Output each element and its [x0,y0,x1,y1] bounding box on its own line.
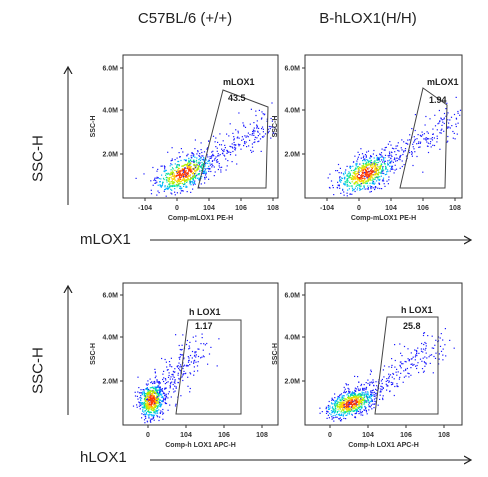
x-tick-label: 106 [400,432,412,439]
gate-name: mLOX1 [427,77,459,87]
x-tick-label: 108 [438,432,450,439]
x-axis-label: Comp-h LOX1 APC-H [165,442,236,449]
x-tick-label: 104 [203,205,215,212]
x-tick-label: 104 [385,205,397,212]
x-tick-label: -104 [320,205,334,212]
flow-panel-1: mLOX1 43.5 2.0M 4.0M 6.0M -104 0 104 106 108 Comp-… [90,54,279,222]
event-dots [135,102,277,197]
y-tick-label: 2.0M [284,152,300,159]
gate-polygon[interactable] [399,87,448,189]
gate-polygon[interactable] [175,319,242,415]
plot-frame [304,54,463,199]
x-tick-label: 108 [449,205,461,212]
y-axis-label: SSC-H [90,343,97,365]
y-axis-label: SSC-H [90,116,97,138]
gate-name: h LOX1 [401,305,433,315]
y-tick-label: 2.0M [102,379,118,386]
y-tick-label: 4.0M [102,335,118,342]
event-dots [132,333,220,424]
x-tick-label: 104 [180,432,192,439]
y-tick-label: 2.0M [102,152,118,159]
gate-percent: 25.8 [403,321,421,331]
gate-name: h LOX1 [189,307,221,317]
x-tick-label: 108 [256,432,268,439]
plot-frame [122,54,279,199]
gate-percent: 43.5 [228,93,246,103]
y-tick-label: 6.0M [102,293,118,300]
y-tick-label: 6.0M [102,66,118,73]
param-label-hlox1: hLOX1 [80,449,127,466]
flow-panel-4: h LOX1 25.8 2.0M 4.0M 6.0M 0 104 106 108 Comp-h L… [272,282,463,449]
x-axis-label: Comp-mLOX1 PE-H [168,215,233,222]
y-tick-label: 6.0M [284,293,300,300]
plot-frame [304,282,463,426]
gate-name: mLOX1 [223,77,255,87]
event-dots [319,328,455,422]
y-axis-label: SSC-H [272,116,279,138]
param-label-mlox1: mLOX1 [80,231,131,248]
x-tick-label: 108 [267,205,279,212]
x-tick-label: 106 [417,205,429,212]
flow-panel-3: h LOX1 1.17 2.0M 4.0M 6.0M 0 104 106 108 Comp-h L… [90,282,279,449]
column-title-bhlox1: B-hLOX1(H/H) [319,10,417,27]
y-tick-label: 6.0M [284,66,300,73]
x-tick-label: 106 [218,432,230,439]
y-tick-label: 2.0M [284,379,300,386]
y-tick-label: 4.0M [284,335,300,342]
x-tick-label: 0 [328,432,332,439]
x-tick-label: 0 [357,205,361,212]
column-title-c57bl6: C57BL/6 (+/+) [137,10,233,27]
gate-percent: 1.17 [195,321,213,331]
y-axis-label: SSC-H [272,343,279,365]
x-axis-label: Comp-mLOX1 PE-H [351,215,416,222]
x-tick-label: 0 [175,205,179,212]
x-tick-label: 106 [235,205,247,212]
event-dots [327,96,462,197]
x-tick-label: 104 [362,432,374,439]
y-tick-label: 4.0M [102,108,118,115]
gate-percent: 1.94 [429,95,447,105]
flow-panel-2: mLOX1 1.94 2.0M 4.0M 6.0M -104 0 104 106 108 Comp-… [272,54,463,222]
gate-polygon[interactable] [197,89,269,189]
x-tick-label: 0 [146,432,150,439]
gate-polygon[interactable] [374,316,439,415]
x-tick-label: -104 [138,205,152,212]
y-tick-label: 4.0M [284,108,300,115]
x-axis-label: Comp-h LOX1 APC-H [348,442,419,449]
